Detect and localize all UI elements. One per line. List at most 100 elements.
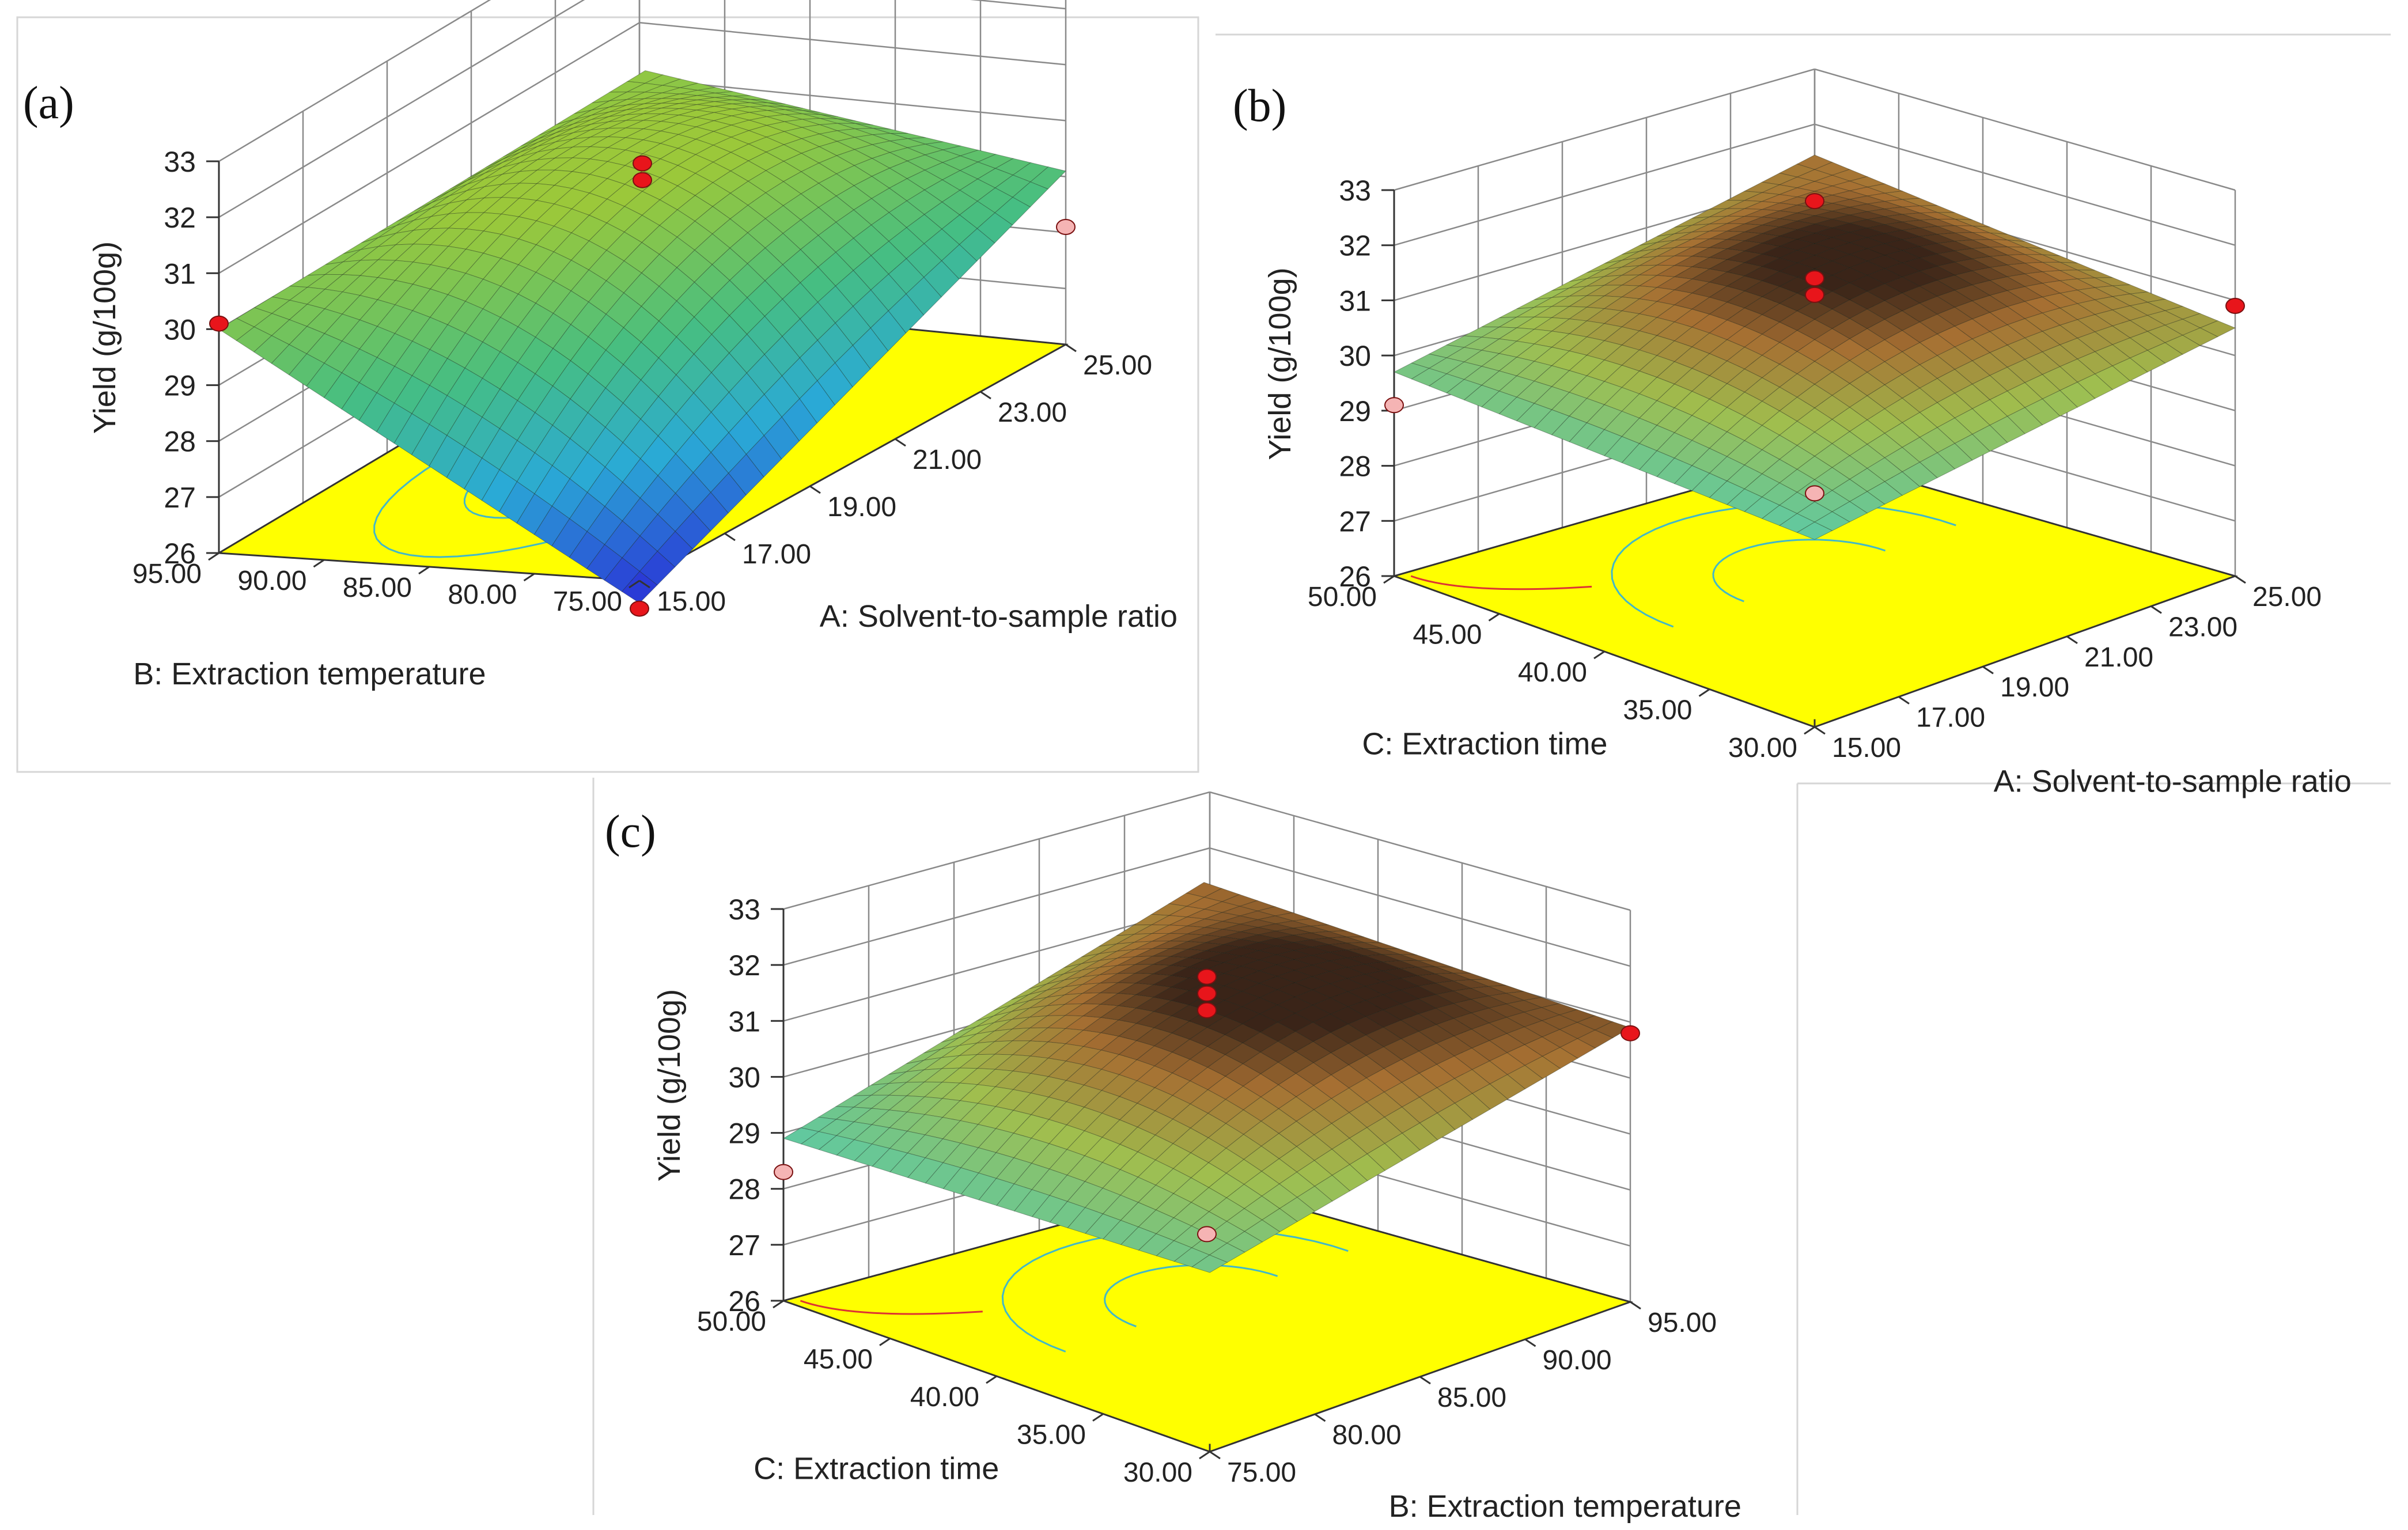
surface-cell — [836, 149, 873, 166]
y-tick — [1488, 613, 1500, 622]
surface-cell — [1744, 400, 1781, 426]
surface-cell — [676, 282, 713, 318]
surface-cell — [747, 192, 784, 219]
surface-cell — [1937, 443, 1973, 469]
surface-cell — [853, 144, 891, 159]
surface-cell — [1849, 248, 1886, 262]
surface-cell — [1445, 335, 1483, 348]
surface-cell — [1277, 1013, 1314, 1032]
surface-cell — [1365, 1027, 1402, 1047]
x-tick — [724, 532, 736, 541]
surface-cell — [1761, 505, 1798, 526]
contour-line — [1712, 539, 1886, 603]
surface-cell — [1156, 1240, 1192, 1262]
surface-cell — [1691, 423, 1728, 449]
surface-cell — [1187, 959, 1225, 971]
surface-cell — [1244, 1195, 1281, 1221]
surface-cell — [977, 154, 1014, 169]
surface-cell — [660, 147, 696, 166]
surface-cell — [1936, 262, 1974, 276]
panel-b-surface-plot: 26 27 28 29 30 31 32 33 Yield (g/100g) 15.00 17.00… — [1233, 68, 2352, 798]
surface-cell — [818, 1135, 855, 1156]
surface-cell — [464, 308, 501, 343]
surface-cell — [888, 293, 925, 334]
surface-cell — [730, 160, 767, 182]
surface-cell — [517, 272, 554, 304]
surface-cell — [1011, 983, 1047, 1000]
surface-cell — [608, 81, 646, 93]
surface-cell — [923, 202, 960, 230]
surface-cell — [906, 214, 942, 244]
x-tick — [1209, 1451, 1221, 1460]
surface-cell — [676, 249, 713, 283]
x-tick — [1065, 343, 1077, 353]
surface-cell — [853, 255, 889, 291]
surface-cell — [960, 1147, 997, 1173]
surface-cell — [783, 171, 820, 195]
panel-a-surface-plot: 26 27 28 29 30 31 32 33 Yield (g/100g) 15.00 17.00… — [23, 0, 1178, 691]
x-tick — [1898, 696, 1910, 705]
surface-cell — [834, 344, 871, 388]
surface-cell — [1813, 185, 1851, 196]
surface-cell — [1587, 275, 1622, 287]
surface-cell — [627, 92, 662, 100]
z-tick-label: 29 — [728, 1118, 760, 1150]
surface-cell — [1031, 1119, 1067, 1144]
x-tick-label: 90.00 — [1543, 1345, 1612, 1376]
surface-cell — [677, 173, 714, 196]
y-tick-label: 35.00 — [1017, 1420, 1086, 1451]
frame-a — [16, 16, 1199, 773]
surface-cell — [573, 112, 609, 124]
surface-cell — [642, 177, 679, 200]
surface-cell — [1138, 1209, 1175, 1234]
surface-cell — [1919, 355, 1956, 379]
surface-cell — [1011, 1015, 1049, 1029]
x-tick — [1419, 1376, 1431, 1385]
surface-cell — [1831, 299, 1868, 319]
surface-cell — [1796, 521, 1833, 540]
surface-cell — [1313, 1149, 1350, 1176]
surface-cell — [622, 535, 658, 572]
surface-cell — [1832, 190, 1868, 200]
surface-cell — [569, 531, 605, 570]
surface-cell — [694, 297, 730, 335]
x-tick — [1524, 1338, 1536, 1347]
design-points — [1384, 193, 2245, 502]
surface-cell — [1085, 1213, 1122, 1240]
surface-cell — [2024, 312, 2061, 332]
surface-cell — [1831, 282, 1868, 301]
design-point — [633, 172, 652, 188]
surface-cell — [1919, 266, 1956, 281]
surface-cell — [1726, 251, 1763, 263]
surface-cell — [1260, 1062, 1297, 1085]
surface-cell — [696, 97, 733, 102]
surface-cell — [710, 392, 747, 433]
surface-cell — [1208, 1197, 1245, 1222]
surface-cell — [586, 544, 623, 581]
surface-cell — [1831, 223, 1869, 233]
surface-cell — [640, 357, 677, 397]
surface-cell — [677, 126, 715, 140]
surface-cell — [942, 1120, 979, 1143]
surface-cell — [781, 398, 817, 442]
surface-cell — [1382, 954, 1418, 961]
surface-cell — [923, 260, 960, 298]
surface-cell — [1135, 1027, 1173, 1047]
surface-cell — [1656, 407, 1693, 433]
surface-cell — [481, 469, 518, 513]
surface-cell — [622, 418, 659, 460]
surface-cell — [236, 326, 272, 353]
y-tick-label: 30.00 — [1728, 733, 1797, 763]
surface-cell — [994, 175, 1031, 198]
surface-cell — [711, 247, 748, 281]
surface-cell — [978, 1128, 1014, 1153]
x-tick-label: 15.00 — [1832, 733, 1901, 763]
surface-cell — [1831, 267, 1868, 283]
surface-cell — [1013, 1092, 1050, 1115]
surface-cell — [1727, 200, 1762, 209]
surface-cell — [1067, 1207, 1104, 1234]
surface-cell — [1883, 230, 1921, 240]
surface-cell — [1242, 1051, 1279, 1074]
surface-cell — [1117, 994, 1154, 1009]
surface-cell — [765, 161, 802, 182]
